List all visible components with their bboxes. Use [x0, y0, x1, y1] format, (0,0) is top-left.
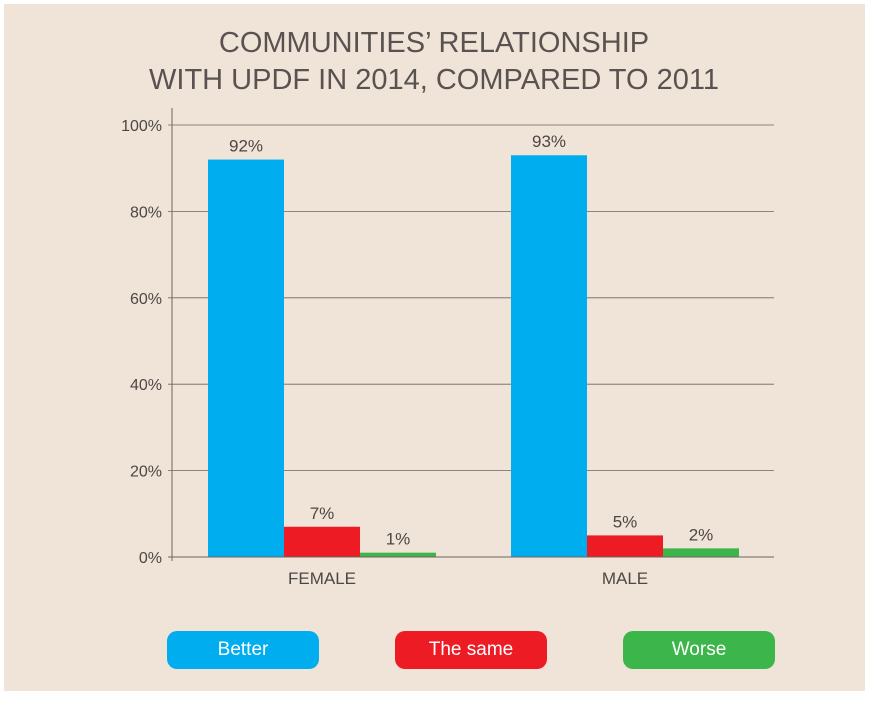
data-label-male-the-same: 5% [613, 512, 638, 531]
data-label-female-the-same: 7% [310, 504, 335, 523]
legend-item-better: Better [167, 631, 319, 669]
bar-male-the-same [587, 535, 663, 557]
y-tick-label-40: 40% [130, 377, 162, 394]
y-tick-label-60: 60% [130, 291, 162, 308]
data-label-male-better: 93% [532, 132, 566, 151]
x-category-label-male: MALE [602, 569, 648, 588]
y-tick-label-80: 80% [130, 204, 162, 221]
x-category-label-female: FEMALE [288, 569, 356, 588]
data-label-male-worse: 2% [689, 525, 714, 544]
data-label-female-better: 92% [229, 137, 263, 156]
legend-item-the-same: The same [395, 631, 547, 669]
legend-item-worse: Worse [623, 631, 775, 669]
chart-title-line-2: WITH UPDF IN 2014, COMPARED TO 2011 [149, 64, 719, 96]
bar-female-better [208, 159, 284, 557]
y-tick-label-20: 20% [130, 464, 162, 481]
bar-male-worse [663, 548, 739, 557]
bar-female-the-same [284, 526, 360, 557]
data-label-female-worse: 1% [386, 530, 411, 549]
bar-male-better [511, 155, 587, 558]
y-tick-label-100: 100% [121, 118, 162, 135]
bar-female-worse [360, 552, 436, 557]
y-tick-label-0: 0% [139, 550, 162, 567]
chart-title-line-1: COMMUNITIES’ RELATIONSHIP [219, 27, 649, 59]
chart-panel [4, 4, 865, 691]
